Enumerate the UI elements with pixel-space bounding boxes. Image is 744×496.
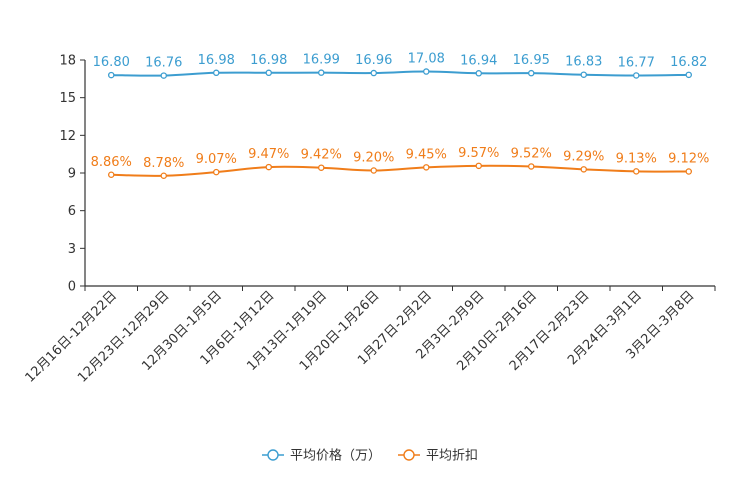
data-point[interactable] — [317, 69, 325, 76]
data-label: 9.20% — [353, 150, 394, 165]
legend-item-0[interactable]: 平均价格（万） — [262, 448, 381, 464]
data-label: 9.07% — [196, 152, 237, 167]
data-point[interactable] — [108, 71, 115, 79]
y-tick-label: 3 — [68, 242, 76, 257]
data-point[interactable] — [422, 68, 430, 75]
data-label: 16.82 — [670, 55, 707, 70]
y-tick-label: 6 — [68, 204, 76, 219]
data-label: 16.83 — [565, 55, 602, 70]
legend-label: 平均价格（万） — [290, 448, 381, 464]
data-label: 8.78% — [143, 156, 184, 171]
x-tick-label: 12月23日-12月29日 — [75, 288, 172, 385]
data-label: 16.96 — [355, 53, 392, 68]
data-label: 9.12% — [668, 151, 709, 166]
data-label: 16.94 — [460, 53, 497, 68]
data-point[interactable] — [528, 163, 535, 170]
legend-marker — [267, 449, 279, 461]
y-axis-ticks: 0 3 6 9 12 15 18 — [59, 54, 85, 295]
data-label: 9.42% — [301, 148, 342, 163]
y-tick-label: 15 — [59, 91, 76, 106]
data-label: 16.95 — [513, 53, 550, 68]
data-label: 16.80 — [93, 55, 130, 70]
y-tick-label: 0 — [68, 280, 76, 295]
data-point[interactable] — [317, 164, 325, 171]
data-point[interactable] — [265, 163, 272, 171]
data-label: 9.47% — [248, 147, 289, 162]
data-point[interactable] — [160, 172, 167, 180]
legend-marker — [403, 449, 415, 461]
data-label: 9.45% — [406, 147, 447, 162]
data-labels: 16.80 16.76 16.98 16.98 16.99 16.96 17.08 16.94… — [91, 52, 710, 171]
series-line-1 — [111, 164, 689, 177]
data-point[interactable] — [633, 72, 640, 79]
data-label: 16.98 — [198, 53, 235, 68]
data-label: 8.86% — [91, 155, 132, 170]
data-label: 9.13% — [616, 151, 657, 166]
y-tick-label: 9 — [68, 167, 76, 182]
legend-label: 平均折扣 — [426, 449, 478, 464]
legend-item-1[interactable]: 平均折扣 — [398, 449, 478, 464]
y-tick-label: 18 — [59, 54, 76, 69]
data-point[interactable] — [475, 70, 482, 77]
series-line-0 — [111, 70, 689, 77]
data-point[interactable] — [212, 69, 220, 77]
data-label: 16.76 — [145, 56, 182, 71]
data-label: 9.52% — [511, 146, 552, 161]
data-label: 9.57% — [458, 146, 499, 161]
data-label: 16.77 — [618, 55, 655, 70]
data-point[interactable] — [422, 164, 430, 171]
x-tick-label: 12月16日-12月22日 — [23, 288, 120, 385]
series — [108, 68, 693, 180]
y-tick-label: 12 — [59, 129, 76, 144]
data-point[interactable] — [160, 72, 167, 79]
data-point[interactable] — [685, 168, 693, 175]
data-label: 17.08 — [408, 52, 445, 67]
legend: 平均价格（万） 平均折扣 — [262, 448, 478, 464]
data-label: 9.29% — [563, 149, 604, 164]
data-point[interactable] — [370, 69, 377, 77]
data-point[interactable] — [580, 166, 588, 173]
data-point[interactable] — [108, 171, 115, 179]
data-point[interactable] — [370, 167, 377, 174]
axes: 12月16日-12月22日12月23日-12月29日12月30日-1月5日1月6… — [23, 60, 716, 386]
data-label: 16.98 — [250, 53, 287, 68]
data-point[interactable] — [528, 69, 535, 77]
data-point[interactable] — [475, 162, 482, 170]
data-point[interactable] — [685, 71, 693, 79]
data-point[interactable] — [212, 168, 220, 176]
data-point[interactable] — [633, 168, 640, 175]
data-point[interactable] — [580, 71, 588, 78]
data-label: 16.99 — [303, 53, 340, 68]
data-point[interactable] — [265, 69, 272, 77]
